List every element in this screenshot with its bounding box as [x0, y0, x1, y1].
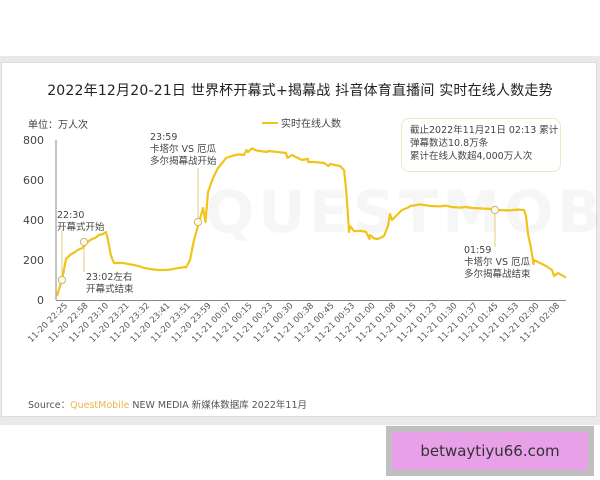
y-tick-label: 0	[37, 294, 44, 307]
annotation-match-end: 01:59 卡塔尔 VS 厄瓜 多尔揭幕战结束	[464, 245, 531, 280]
note-line: 弹幕数达10.8万条	[410, 138, 489, 149]
event-marker-dot	[79, 237, 89, 247]
note-line: 截止2022年11月21日 02:13 累计	[410, 125, 559, 136]
event-marker-dot	[193, 217, 203, 227]
y-tick-label: 600	[23, 174, 44, 187]
unit-label: 单位：万人次	[28, 120, 88, 131]
annotation-opening-end: 23:02左右 开幕式结束	[86, 272, 134, 295]
ad-banner[interactable]: betwaytiyu66.com	[386, 426, 594, 476]
legend-line-swatch	[262, 121, 278, 124]
annotation-match-start: 23:59 卡塔尔 VS 厄瓜 多尔揭幕战开始	[150, 132, 217, 167]
annotation-opening-start: 22:30 开幕式开始	[57, 210, 105, 233]
source-line: Source：QuestMobile NEW MEDIA 新媒体数据库 2022…	[28, 400, 308, 411]
y-tick-label: 200	[23, 254, 44, 267]
note-box: 截止2022年11月21日 02:13 累计 弹幕数达10.8万条 累计在线人数…	[401, 118, 561, 172]
note-line: 累计在线人数超4,000万人次	[410, 151, 533, 162]
legend-label: 实时在线人数	[281, 119, 341, 130]
ad-link[interactable]: betwaytiyu66.com	[392, 432, 588, 470]
chart-title: 2022年12月20-21日 世界杯开幕式+揭幕战 抖音体育直播间 实时在线人数…	[47, 83, 553, 99]
event-marker-dot	[57, 275, 67, 285]
event-markers	[57, 205, 500, 285]
y-tick-label: 400	[23, 214, 44, 227]
y-tick-label: 800	[23, 134, 44, 147]
event-marker-dot	[490, 205, 500, 215]
series-line	[55, 147, 567, 297]
source-brand: QuestMobile	[70, 400, 130, 411]
legend: 实时在线人数	[262, 115, 341, 130]
y-axis-ticks: 0 200 400 600 800	[23, 134, 44, 307]
